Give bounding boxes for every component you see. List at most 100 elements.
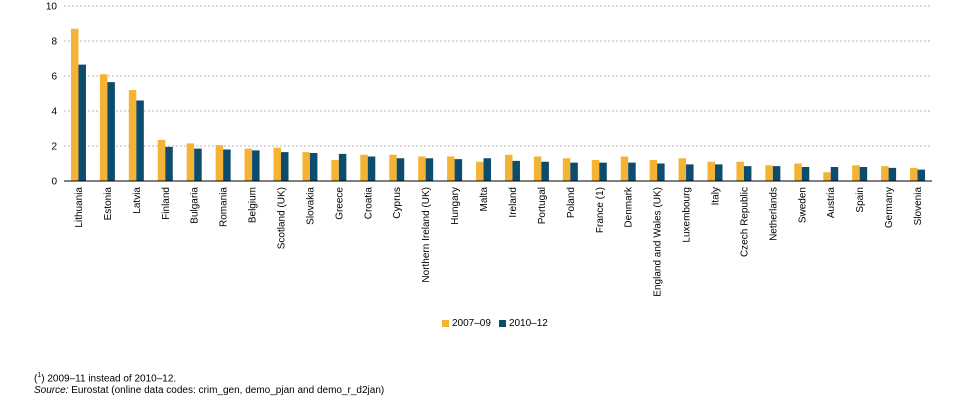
bar-1-15	[504, 154, 513, 181]
bar-1-14	[476, 161, 484, 181]
y-tick-label: 2	[51, 142, 57, 153]
category-label: Finland	[161, 187, 172, 220]
bar-1-22	[707, 161, 715, 181]
bar-1-20	[649, 160, 658, 181]
bar-1-2	[128, 90, 137, 181]
bar-1-9	[331, 160, 339, 181]
legend-swatch-series-2	[498, 320, 506, 327]
bar-2-3	[165, 146, 173, 181]
bar-2-18	[599, 162, 607, 181]
bar-1-27	[852, 165, 860, 181]
bar-1-4	[186, 143, 195, 181]
category-label: Latvia	[132, 187, 143, 214]
bar-1-1	[99, 74, 108, 181]
category-label: France (1)	[595, 187, 606, 233]
legend-label-series-1: 2007–09	[452, 318, 491, 329]
bar-1-12	[418, 156, 426, 181]
bar-1-26	[823, 172, 831, 181]
source-label: Source:	[34, 385, 69, 397]
bar-1-8	[302, 152, 310, 181]
bar-2-19	[628, 162, 636, 181]
category-label: Northern Ireland (UK)	[421, 187, 432, 283]
bar-2-29	[917, 169, 926, 181]
bar-2-0	[78, 64, 86, 181]
bar-1-5	[215, 145, 224, 181]
y-axis-ticks: 0 2 4 6 8 10	[46, 2, 58, 188]
bar-1-23	[736, 161, 744, 181]
bar-1-0	[70, 28, 79, 181]
category-label: Czech Republic	[739, 187, 750, 257]
bar-1-18	[591, 160, 600, 181]
bar-1-17	[562, 158, 571, 181]
category-label: Malta	[479, 187, 490, 212]
category-label: Sweden	[797, 187, 808, 223]
y-tick-label: 8	[51, 37, 57, 48]
bar-2-2	[136, 100, 144, 181]
footnote-marker: 1	[37, 372, 42, 379]
bar-2-20	[657, 163, 665, 181]
bar-1-7	[273, 147, 281, 181]
category-label: Slovakia	[305, 187, 316, 225]
bar-1-24	[765, 165, 773, 181]
bar-1-21	[678, 158, 687, 181]
bar-1-28	[881, 166, 889, 181]
category-label: England and Wales (UK)	[653, 187, 664, 297]
category-label: Hungary	[450, 187, 461, 225]
bar-2-8	[309, 153, 318, 181]
category-label: Austria	[826, 187, 837, 219]
y-tick-label: 10	[46, 2, 58, 13]
footnotes: (1) 2009–11 instead of 2010–12. Source: …	[34, 370, 384, 397]
legend-swatch-series-1	[442, 320, 449, 327]
bar-2-5	[223, 149, 231, 181]
bar-2-27	[859, 167, 868, 181]
gridlines	[64, 5, 932, 147]
bar-2-25	[801, 167, 810, 181]
category-label: Netherlands	[768, 187, 779, 241]
bars	[70, 28, 926, 181]
bar-1-13	[447, 156, 455, 181]
category-label: Denmark	[624, 186, 635, 228]
bar-2-10	[367, 156, 376, 181]
source-note: Source: Eurostat (online data codes: cri…	[34, 385, 384, 397]
bar-2-4	[194, 148, 202, 181]
category-label: Cyprus	[392, 187, 403, 219]
bar-2-11	[396, 158, 405, 181]
category-label: Poland	[566, 187, 577, 218]
bar-2-14	[483, 158, 492, 181]
y-tick-label: 0	[51, 177, 57, 188]
category-label: Bulgaria	[190, 187, 201, 224]
category-labels: Lithuania Estonia Latvia Finland Bulgaria Rom…	[74, 186, 924, 297]
bar-2-17	[570, 162, 578, 181]
category-label: Italy	[711, 187, 722, 205]
bar-2-9	[338, 153, 347, 181]
footnote-text: 2009–11 instead of 2010–12.	[44, 373, 177, 385]
bar-1-10	[360, 154, 368, 181]
legend: 2007–09 2010–12	[442, 318, 556, 329]
footnote-1: (1) 2009–11 instead of 2010–12.	[34, 372, 177, 385]
bar-2-22	[715, 164, 723, 181]
bar-1-19	[620, 156, 629, 181]
bar-2-6	[252, 150, 260, 181]
bar-1-6	[244, 148, 253, 181]
bar-2-21	[686, 164, 694, 181]
category-label: Ireland	[508, 187, 519, 218]
y-tick-label: 4	[51, 107, 57, 118]
category-label: Croatia	[363, 187, 374, 220]
bar-2-1	[107, 82, 115, 181]
category-label: Greece	[334, 187, 345, 220]
bar-2-26	[830, 167, 839, 181]
category-label: Belgium	[248, 187, 259, 223]
legend-item-series-1: 2007–09	[442, 318, 491, 329]
bar-2-15	[512, 160, 520, 181]
category-label: Portugal	[537, 187, 548, 224]
category-label: Scotland (UK)	[277, 187, 288, 249]
bar-1-3	[157, 139, 166, 181]
bar-1-25	[794, 163, 802, 181]
bar-2-28	[888, 167, 897, 181]
bar-2-7	[281, 152, 289, 181]
category-label: Germany	[884, 187, 895, 228]
category-label: Romania	[219, 187, 230, 227]
bar-2-13	[454, 159, 463, 181]
legend-label-series-2: 2010–12	[508, 318, 548, 329]
